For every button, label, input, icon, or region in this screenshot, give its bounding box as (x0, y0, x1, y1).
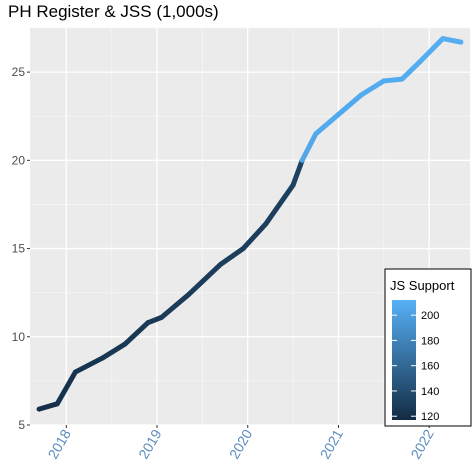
series-segment (100, 341, 128, 361)
x-tick-label: 2022 (407, 426, 437, 461)
series-layer (36, 36, 464, 412)
series-segment (54, 369, 78, 407)
series-segment (290, 157, 305, 188)
x-axis: 2018 2019 2020 2021 2022 (44, 425, 437, 461)
series-segment (36, 401, 60, 412)
y-tick-label: 20 (12, 153, 26, 167)
series-segment (240, 221, 269, 252)
legend-ticks: 200 180 160 140 120 (392, 310, 439, 423)
legend: JS Support 200 180 160 140 120 (384, 268, 472, 427)
legend-title: JS Support (390, 278, 455, 293)
series-segment (186, 261, 224, 297)
series-segment (122, 320, 151, 347)
x-tick-label: 2019 (135, 426, 165, 461)
series-segment (313, 111, 341, 137)
legend-label: 180 (421, 335, 439, 347)
legend-colorbar (392, 300, 416, 420)
series-segment (381, 76, 405, 84)
legend-label: 160 (421, 361, 439, 373)
series-segment (299, 131, 319, 163)
series-segment (263, 182, 296, 227)
series-segment (159, 291, 192, 320)
legend-label: 120 (421, 411, 439, 423)
x-tick-label: 2018 (44, 426, 74, 461)
legend-label: 140 (421, 386, 439, 398)
series-segment (72, 355, 106, 375)
y-axis: 5 10 15 20 25 (12, 65, 30, 432)
series-segment (218, 246, 246, 267)
x-tick-label: 2020 (226, 426, 256, 461)
series-segment (399, 59, 423, 82)
series-segment (335, 92, 364, 117)
x-tick-label: 2021 (317, 426, 347, 461)
series-segment (358, 78, 387, 98)
y-tick-label: 10 (12, 330, 26, 344)
y-tick-label: 15 (12, 242, 26, 256)
y-tick-label: 25 (12, 65, 26, 79)
legend-label: 200 (421, 310, 439, 322)
series-segment (417, 36, 446, 65)
chart-title: PH Register & JSS (1,000s) (8, 2, 219, 21)
grid-minor (30, 27, 470, 425)
y-tick-label: 5 (18, 418, 25, 432)
series-segment (440, 36, 464, 45)
